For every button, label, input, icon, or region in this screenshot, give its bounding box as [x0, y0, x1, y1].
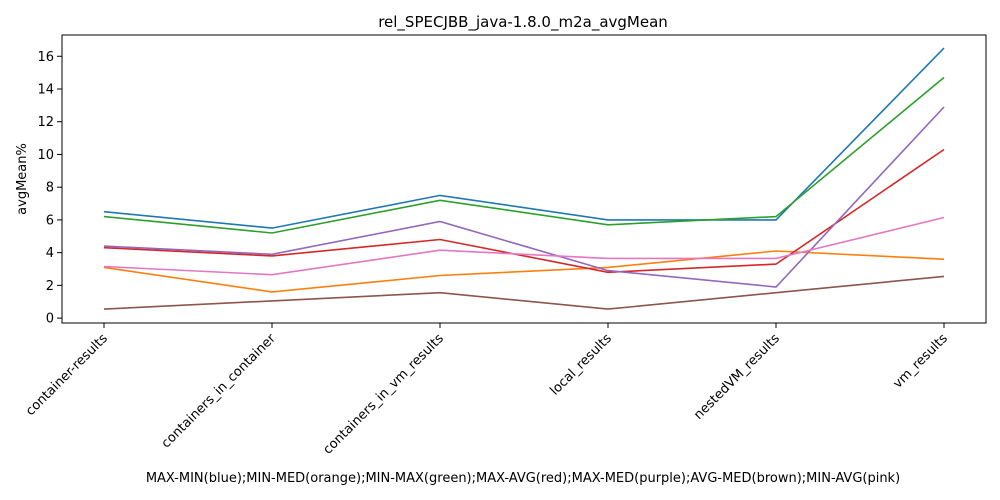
- x-tick-label: containers_in_container: [159, 331, 280, 452]
- x-tick-label: nestedVM_results: [691, 331, 783, 423]
- y-tick-label: 6: [46, 213, 54, 228]
- y-axis: 0 2 4 6 8 10 12 14 16: [37, 50, 62, 327]
- series-line-4: [103, 106, 945, 288]
- y-tick-label: 14: [37, 83, 54, 98]
- x-tick-label: container-results: [23, 331, 111, 419]
- y-axis-label: avgMean%: [15, 143, 30, 215]
- series-line-1: [103, 250, 945, 293]
- y-tick-label: 0: [46, 312, 54, 327]
- y-tick-label: 12: [37, 115, 54, 130]
- series-line-6: [103, 216, 945, 276]
- chart-title: rel_SPECJBB_java-1.8.0_m2a_avgMean: [378, 13, 668, 32]
- x-axis-label: MAX-MIN(blue);MIN-MED(orange);MIN-MAX(gr…: [146, 471, 900, 486]
- series-line-3: [103, 148, 945, 274]
- y-tick-label: 2: [46, 279, 54, 294]
- x-tick-label: local_results: [547, 331, 615, 399]
- y-tick-label: 4: [46, 246, 54, 261]
- series-line-5: [103, 275, 945, 310]
- x-tick-label: containers_in_vm_results: [321, 331, 447, 457]
- x-axis: container-results containers_in_container…: [23, 323, 951, 458]
- series-lines: [103, 47, 945, 310]
- series-line-2: [103, 76, 945, 234]
- x-tick-label: vm_results: [890, 331, 951, 392]
- y-tick-label: 10: [37, 148, 54, 163]
- y-tick-label: 16: [37, 50, 54, 65]
- plot-area: [61, 34, 987, 324]
- series-line-0: [103, 47, 945, 229]
- y-tick-label: 8: [46, 181, 54, 196]
